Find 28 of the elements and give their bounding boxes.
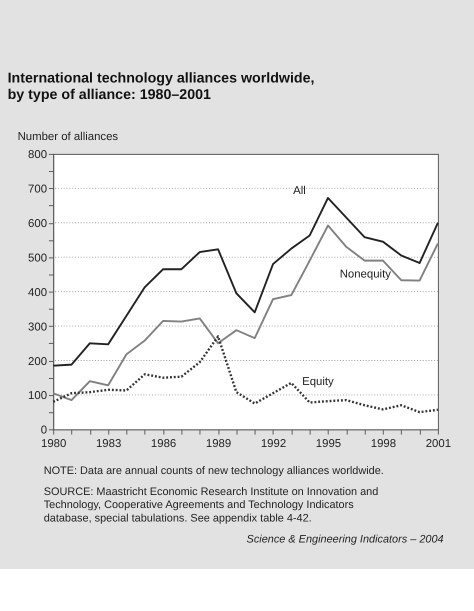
x-tick-label: 1995 (316, 438, 342, 450)
y-tick-label: 300 (28, 321, 48, 334)
y-axis-title: Number of alliances (18, 131, 118, 144)
series-label: Equity (302, 376, 334, 388)
y-tick-label: 800 (28, 149, 48, 162)
y-tick-label: 700 (28, 184, 48, 196)
text: NOTE: Data are annual counts of new technology alliances worldwide. (44, 465, 384, 478)
y-tick-label: 100 (28, 390, 48, 402)
y-tick-label: 500 (28, 252, 48, 264)
y-tick-label: 400 (28, 286, 48, 299)
chart-title: International technology alliances worldwide, by type of alliance: 1980–2001 (8, 70, 314, 103)
x-tick-label: 1992 (260, 438, 286, 450)
x-tick-label: 1986 (150, 438, 176, 450)
source-note: SOURCE: Maastricht Economic Research Institute on Innovation and Technology, Cooperative Agreements and Technology Indicators database, special tabulations. See appendix table 4-42. (44, 486, 378, 524)
x-tick-label: 2001 (426, 438, 452, 450)
y-tick-label: 600 (28, 218, 48, 230)
line-series (52, 335, 440, 414)
x-tick-label: 1989 (206, 438, 232, 450)
x-tick-label: 1998 (370, 438, 396, 450)
line-series (52, 224, 439, 402)
text: Science & Engineering Indicators – 2004 (246, 533, 444, 546)
line-series (52, 197, 439, 367)
series-label: All (293, 185, 306, 198)
x-tick-label: 1980 (41, 438, 66, 450)
x-tick-label: 1983 (96, 438, 122, 450)
y-tick-label: 0 (40, 424, 48, 437)
series-label: Nonequity (340, 268, 392, 280)
y-tick-label: 200 (28, 356, 48, 368)
